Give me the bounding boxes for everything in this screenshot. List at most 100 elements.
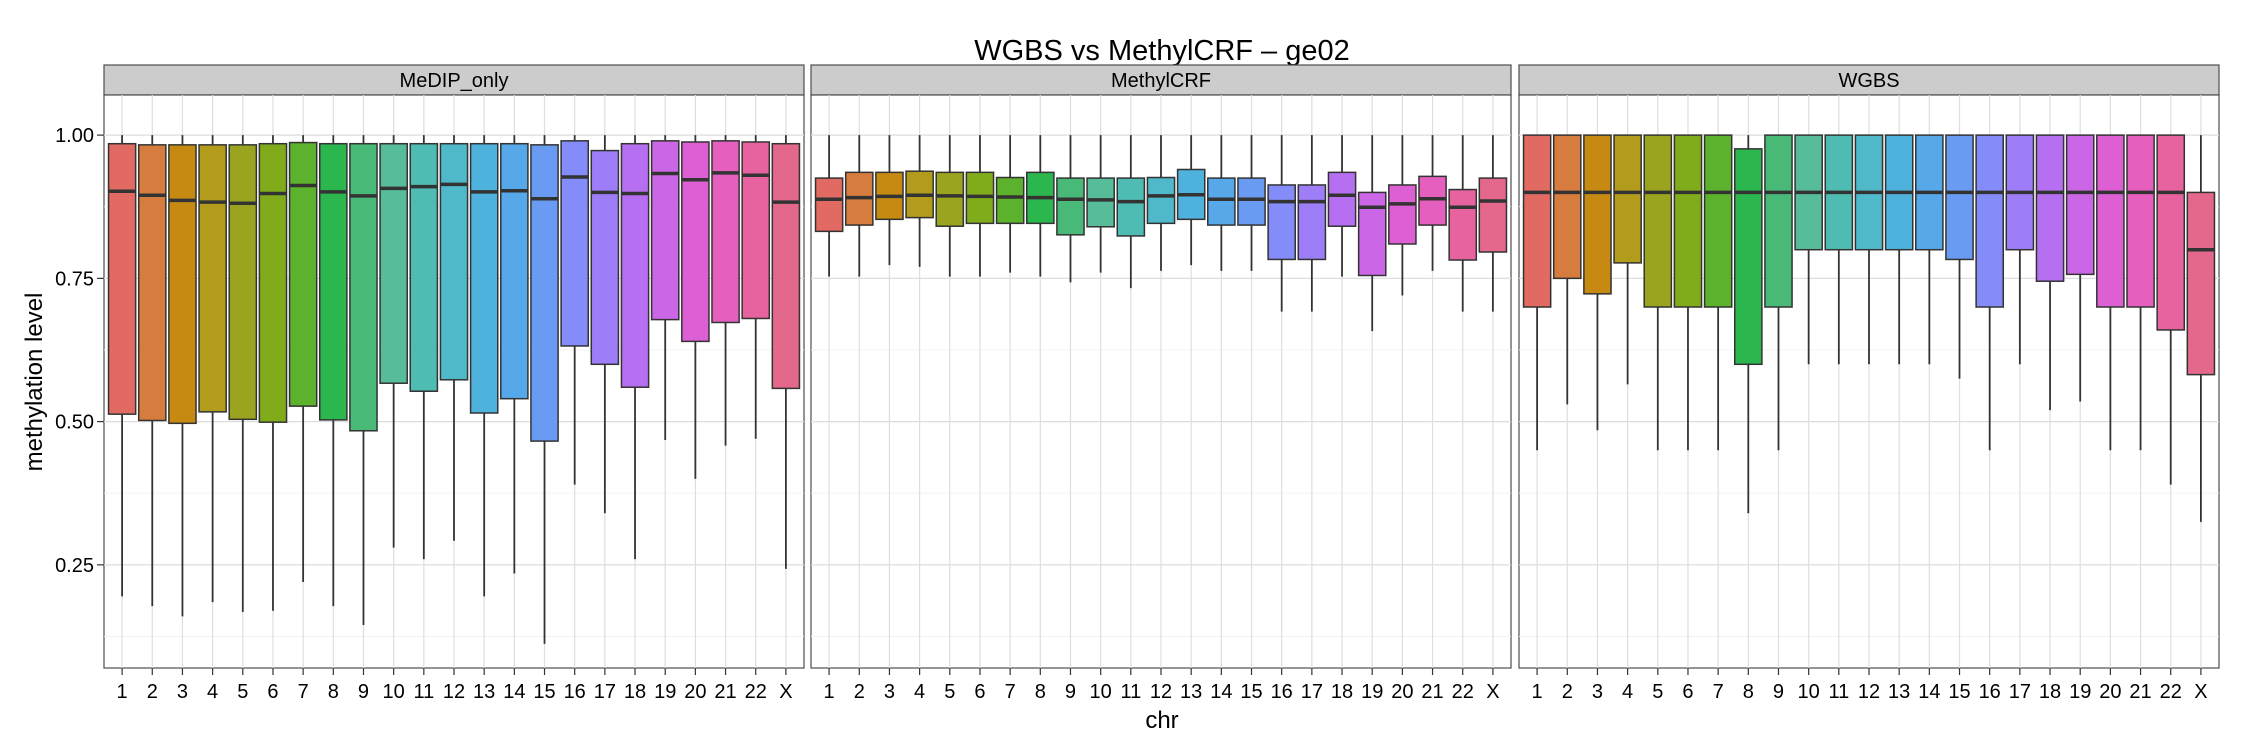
x-tick-label: 8 xyxy=(1035,681,1046,703)
box-methylcrf-chr-22 xyxy=(1448,135,1478,312)
box-medip_only-chr-21 xyxy=(711,135,740,446)
x-tick-label: 18 xyxy=(624,681,646,703)
x-tick-label: 11 xyxy=(1120,681,1141,703)
box-body xyxy=(168,144,197,425)
x-tick-label: 22 xyxy=(745,681,767,703)
box-wgbs-chr-19 xyxy=(2065,134,2095,402)
box-medip_only-chr-14 xyxy=(500,135,529,574)
facet-strip-label: MeDIP_only xyxy=(400,70,509,92)
box-wgbs-chr-2 xyxy=(1552,134,1582,405)
box-wgbs-chr-17 xyxy=(2005,134,2035,365)
box-methylcrf-chr-9 xyxy=(1056,135,1085,283)
x-tick-label: 7 xyxy=(1005,681,1016,703)
box-body xyxy=(288,141,318,407)
box-medip_only-chr-6 xyxy=(258,135,288,611)
box-wgbs-chr-15 xyxy=(1945,134,1974,379)
x-tick-label: 21 xyxy=(2129,681,2151,703)
facet-strip xyxy=(1518,64,2220,96)
x-tick-label: 17 xyxy=(2009,681,2031,703)
box-methylcrf-chr-17 xyxy=(1297,135,1327,312)
box-medip_only-chr-11 xyxy=(409,135,439,560)
box-body xyxy=(198,144,227,413)
x-tick-label: 11 xyxy=(1828,681,1849,703)
box-medip_only-chr-7 xyxy=(288,135,318,583)
box-body xyxy=(409,142,439,392)
x-tick-label: 3 xyxy=(1592,681,1603,703)
box-methylcrf-chr-7 xyxy=(995,135,1025,273)
box-methylcrf-chr-1 xyxy=(814,135,844,277)
box-wgbs-chr-20 xyxy=(2096,134,2125,451)
box-body xyxy=(620,142,650,388)
box-body xyxy=(1418,175,1447,226)
box-body xyxy=(1448,188,1478,261)
x-tick-label: 20 xyxy=(2099,681,2121,703)
box-body xyxy=(1056,177,1085,236)
x-tick-label: 4 xyxy=(1622,681,1633,703)
box-methylcrf-chr-10 xyxy=(1086,135,1115,273)
x-tick-label: 18 xyxy=(2039,681,2061,703)
x-tick-label: 20 xyxy=(1391,681,1413,703)
facet-strip xyxy=(103,64,805,96)
y-tick-label: 0.25 xyxy=(55,555,94,577)
box-methylcrf-chr-4 xyxy=(905,135,934,267)
x-tick-label: 10 xyxy=(1090,681,1112,703)
box-methylcrf-chr-11 xyxy=(1116,135,1146,289)
x-tick-label: 5 xyxy=(237,681,248,703)
box-body xyxy=(814,177,844,233)
x-tick-label: 3 xyxy=(177,681,188,703)
x-tick-label: 12 xyxy=(1150,681,1172,703)
x-axis-label: chr xyxy=(1145,707,1178,734)
box-body xyxy=(1207,177,1236,226)
box-methylcrf-chr-15 xyxy=(1237,135,1266,271)
x-tick-label: 2 xyxy=(147,681,158,703)
x-tick-label: 15 xyxy=(533,681,555,703)
box-wgbs-chr-5 xyxy=(1643,134,1673,451)
x-tick-label: 1 xyxy=(117,681,128,703)
y-tick-label: 0.50 xyxy=(55,412,94,434)
box-body xyxy=(650,140,680,321)
x-tick-label: 13 xyxy=(1888,681,1910,703)
x-tick-label: 1 xyxy=(1532,681,1543,703)
x-tick-label: 15 xyxy=(1948,681,1970,703)
box-wgbs-chr-8 xyxy=(1733,135,1763,514)
facet-strip-label: MethylCRF xyxy=(1111,70,1211,92)
box-methylcrf-chr-5 xyxy=(935,135,965,277)
box-medip_only-chr-10 xyxy=(379,135,408,548)
box-body xyxy=(995,176,1025,225)
box-wgbs-chr-10 xyxy=(1794,134,1823,365)
box-medip_only-chr-3 xyxy=(168,135,197,617)
box-medip_only-chr-20 xyxy=(681,135,710,479)
box-body xyxy=(1267,184,1297,261)
box-wgbs-chr-11 xyxy=(1824,134,1854,365)
box-body xyxy=(711,140,740,324)
box-medip_only-chr-5 xyxy=(228,135,258,612)
x-tick-label: 16 xyxy=(1979,681,2001,703)
box-medip_only-chr-22 xyxy=(741,135,771,439)
box-methylcrf-chr-12 xyxy=(1146,135,1176,271)
box-methylcrf-chr-6 xyxy=(965,135,995,277)
y-axis-label: methylation level xyxy=(21,293,48,472)
box-body xyxy=(318,142,348,421)
box-medip_only-chr-16 xyxy=(560,135,590,485)
x-tick-label: 17 xyxy=(594,681,616,703)
x-tick-label: 4 xyxy=(207,681,218,703)
x-tick-label: 2 xyxy=(1562,681,1573,703)
x-tick-label: 17 xyxy=(1301,681,1323,703)
x-tick-label: 20 xyxy=(684,681,706,703)
box-body xyxy=(107,142,137,415)
box-body xyxy=(1116,177,1146,237)
box-body xyxy=(228,144,258,421)
box-body xyxy=(469,142,499,414)
x-tick-label: 4 xyxy=(914,681,925,703)
box-medip_only-chr-X xyxy=(771,135,801,569)
x-tick-label: X xyxy=(2194,681,2207,703)
x-tick-label: 2 xyxy=(854,681,865,703)
box-body xyxy=(258,142,288,423)
box-methylcrf-chr-14 xyxy=(1207,135,1236,271)
box-body xyxy=(2096,134,2125,308)
x-tick-label: 16 xyxy=(564,681,586,703)
box-body xyxy=(530,144,559,442)
box-body xyxy=(1945,134,1974,261)
